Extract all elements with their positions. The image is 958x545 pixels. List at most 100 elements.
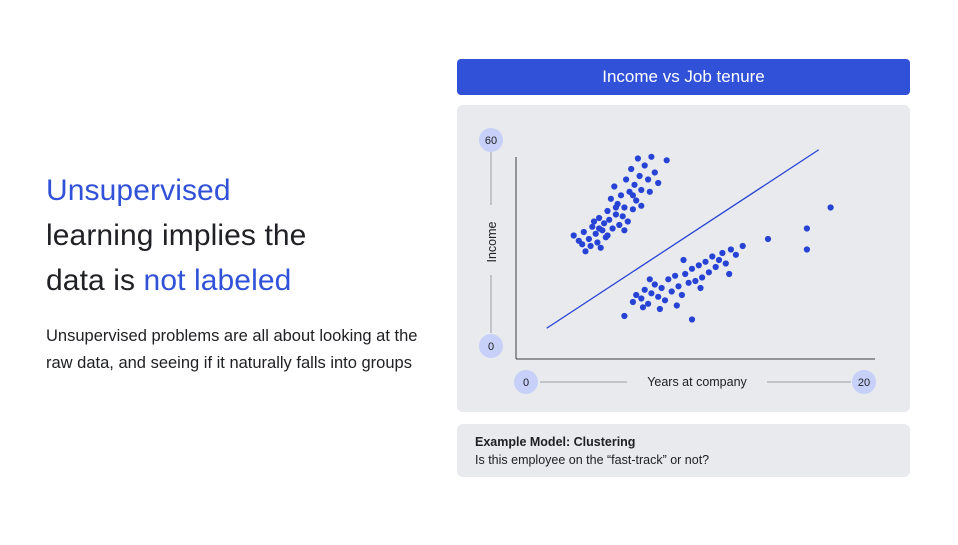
- data-point-s2-34: [673, 302, 680, 309]
- data-point-s2-4: [641, 286, 648, 293]
- data-point-s1-8: [589, 223, 596, 230]
- data-point-s1-29: [624, 218, 631, 225]
- data-point-s2-37: [680, 256, 687, 264]
- y-tick-label-top: 60: [485, 135, 497, 147]
- data-point-s2-6: [648, 290, 655, 297]
- data-point-s2-1: [629, 298, 636, 306]
- data-point-s2-5: [645, 300, 652, 307]
- data-point-s1-38: [641, 162, 648, 169]
- data-point-s1-3: [579, 241, 586, 248]
- heading-line-2: learning implies the: [46, 219, 307, 252]
- data-point-s2-41: [803, 225, 810, 232]
- data-point-s1-36: [636, 172, 643, 180]
- data-point-s1-6: [585, 235, 592, 243]
- data-point-s2-22: [702, 258, 709, 265]
- data-point-s1-15: [601, 220, 608, 227]
- data-point-s1-26: [619, 213, 626, 220]
- data-point-s1-48: [638, 202, 645, 209]
- data-point-s2-30: [732, 251, 739, 258]
- scatter-chart: 60 0 0 20 Income Years at company: [479, 128, 876, 394]
- data-point-s2-17: [685, 279, 692, 286]
- data-point-s1-49: [646, 188, 653, 195]
- heading-line-3: data is not labeled: [46, 258, 426, 303]
- y-tick-badge-bottom: [479, 334, 503, 358]
- data-point-s2-7: [651, 281, 658, 288]
- data-point-s2-33: [656, 305, 663, 313]
- data-point-s1-9: [590, 218, 598, 225]
- data-point-s1-24: [616, 221, 623, 229]
- y-tick-label-bottom: 0: [488, 341, 494, 353]
- caption-text: Is this employee on the “fast-track” or …: [475, 453, 710, 467]
- data-point-s2-44: [688, 316, 696, 323]
- x-tick-badge-left: [514, 370, 538, 394]
- data-point-s2-13: [672, 272, 679, 279]
- data-point-s1-25: [617, 192, 625, 199]
- heading-line-3-accent: not labeled: [143, 264, 292, 297]
- slide-body-text: Unsupervised problems are all about look…: [46, 327, 418, 372]
- data-point-s1-42: [655, 179, 662, 187]
- data-point-s2-28: [722, 260, 729, 267]
- data-point-s2-25: [712, 263, 719, 271]
- data-point-s2-3: [638, 295, 645, 302]
- data-point-s2-32: [639, 304, 647, 311]
- data-point-s1-31: [628, 165, 635, 173]
- heading-line-3-plain: data is: [46, 264, 144, 297]
- data-point-s2-19: [692, 277, 699, 285]
- slide-text: Unsupervised learning implies the data i…: [46, 168, 426, 376]
- data-point-s1-7: [587, 242, 594, 250]
- data-point-s1-50: [663, 157, 670, 164]
- data-point-s2-40: [764, 235, 772, 243]
- data-point-s2-18: [688, 265, 696, 272]
- data-point-s2-20: [695, 262, 702, 269]
- caption-title: Example Model: Clustering: [475, 435, 636, 449]
- data-point-s2-9: [658, 284, 665, 292]
- y-axis-label: Income: [485, 221, 499, 262]
- data-point-s2-23: [705, 269, 712, 276]
- data-point-s2-38: [697, 284, 704, 292]
- data-point-s2-11: [665, 276, 672, 283]
- data-point-s2-26: [715, 256, 723, 264]
- heading-line-1: Unsupervised: [46, 174, 231, 207]
- data-point-s2-29: [727, 246, 734, 253]
- data-point-s1-20: [609, 225, 616, 232]
- data-point-s2-15: [678, 291, 685, 299]
- data-point-s1-1: [570, 232, 577, 239]
- data-point-s1-44: [604, 232, 611, 239]
- data-point-s1-27: [621, 204, 628, 211]
- data-point-s1-41: [651, 169, 658, 176]
- data-points: [570, 153, 834, 323]
- data-point-s1-12: [596, 214, 603, 222]
- data-point-s1-4: [580, 228, 587, 236]
- data-point-s1-37: [638, 186, 645, 194]
- data-point-s2-42: [803, 246, 810, 253]
- data-point-s1-10: [592, 230, 599, 237]
- data-point-s2-21: [699, 274, 706, 281]
- data-point-s1-40: [648, 153, 655, 160]
- separator-line: [546, 149, 820, 329]
- data-point-s1-39: [645, 176, 652, 183]
- data-point-s2-36: [646, 276, 653, 283]
- data-point-s2-27: [719, 249, 726, 257]
- data-point-s1-22: [612, 211, 619, 218]
- data-point-s2-24: [709, 253, 716, 260]
- data-point-s1-5: [582, 248, 589, 255]
- data-point-s2-43: [827, 204, 834, 211]
- data-point-s1-33: [631, 181, 638, 188]
- data-point-s1-34: [633, 197, 640, 204]
- data-point-s1-32: [629, 206, 636, 213]
- chart-panel: 60 0 0 20 Income Years at company: [457, 105, 910, 412]
- x-axis-label: Years at company: [647, 375, 747, 389]
- data-point-s2-12: [668, 288, 675, 295]
- data-point-s1-18: [606, 216, 613, 223]
- data-point-s1-28: [623, 176, 630, 183]
- data-point-s1-45: [612, 204, 619, 211]
- data-point-s1-13: [597, 244, 604, 251]
- data-point-s1-35: [634, 155, 641, 162]
- data-point-s2-39: [726, 270, 733, 278]
- data-point-s1-21: [611, 183, 618, 190]
- x-tick-label-right: 20: [858, 377, 870, 389]
- caption-box: Example Model: Clustering Is this employ…: [457, 424, 910, 477]
- data-point-s1-47: [629, 192, 636, 199]
- data-point-s2-14: [675, 283, 682, 290]
- data-point-s1-43: [596, 225, 603, 232]
